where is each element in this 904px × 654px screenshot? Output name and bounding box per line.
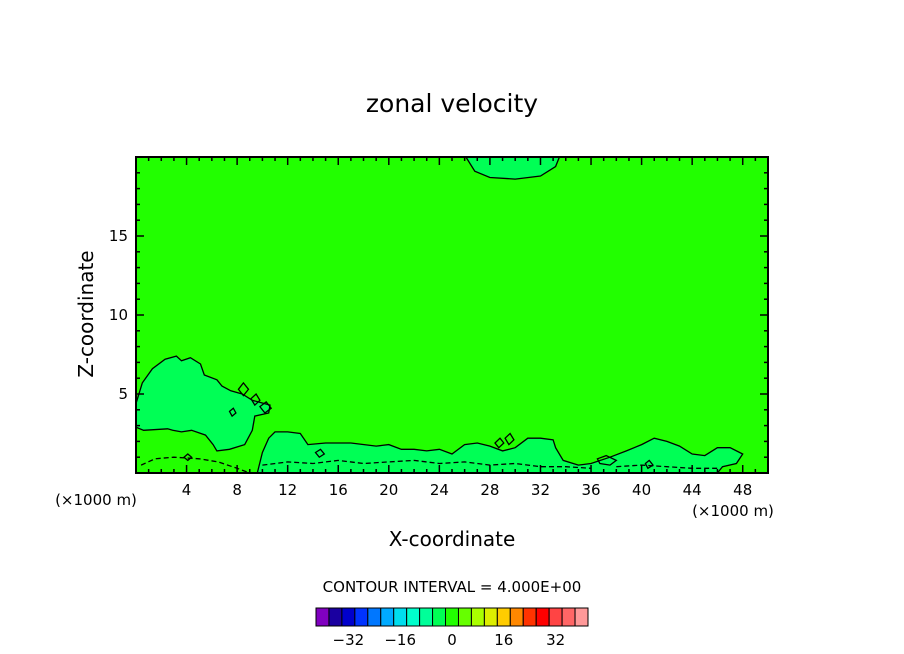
x-tick-label: 8	[232, 481, 242, 499]
contour-line-13	[644, 459, 654, 470]
colorbar-tick-label: −16	[384, 631, 416, 649]
y-axis-label: Z-coordinate	[74, 250, 98, 377]
contour-line-11	[314, 448, 326, 459]
x-tick-label: 44	[683, 481, 702, 499]
x-tick-label: 24	[430, 481, 449, 499]
dashed-contour-line-16	[616, 464, 718, 469]
colorbar-swatch	[457, 607, 472, 627]
colorbar-swatch	[432, 607, 447, 627]
x-unit-right: (×1000 m)	[692, 502, 774, 520]
contour-line-5	[250, 392, 261, 407]
colorbar-swatch	[406, 607, 421, 627]
colorbar-swatch	[561, 607, 576, 627]
colorbar-swatch	[419, 607, 434, 627]
dashed-contour-line-15	[262, 459, 592, 469]
y-tick-label: 10	[109, 306, 128, 324]
colorbar-swatch	[328, 607, 343, 627]
colorbar-swatch	[483, 607, 498, 627]
x-tick-label: 48	[733, 481, 752, 499]
contour-line-6	[258, 401, 273, 414]
x-tick-label: 16	[329, 481, 348, 499]
x-tick-label: 32	[531, 481, 550, 499]
contour-line-4	[237, 381, 250, 397]
colorbar-swatch	[393, 607, 408, 627]
contour-region-2	[136, 356, 270, 451]
colorbar: −32 −16 0 16 32	[315, 607, 589, 649]
colorbar-swatch	[496, 607, 511, 627]
colorbar-swatch	[354, 607, 369, 627]
x-tick-label: 28	[480, 481, 499, 499]
x-axis-label: X-coordinate	[389, 527, 516, 551]
y-tick-label: 5	[118, 385, 128, 403]
x-tick-label: 12	[278, 481, 297, 499]
colorbar-swatch	[380, 607, 395, 627]
contour-line-12	[596, 454, 618, 466]
contour-line-2	[135, 355, 271, 452]
colorbar-tick-label: 32	[546, 631, 565, 649]
colorbar-swatch	[470, 607, 485, 627]
y-tick-label: 15	[109, 227, 128, 245]
contour-line-10	[504, 432, 515, 446]
colorbar-swatch	[548, 607, 563, 627]
colorbar-swatch	[445, 607, 459, 627]
colorbar-swatch	[509, 607, 524, 627]
colorbar-swatch	[574, 607, 589, 627]
x-tick-label: 20	[379, 481, 398, 499]
x-tick-label: 40	[632, 481, 651, 499]
contour-lines	[135, 156, 744, 474]
contour-interval-label: CONTOUR INTERVAL = 4.000E+00	[323, 578, 582, 596]
chart-title: zonal velocity	[366, 89, 538, 118]
colorbar-swatch	[535, 607, 550, 627]
x-tick-label: 36	[581, 481, 600, 499]
colorbar-tick-label: 16	[494, 631, 513, 649]
contour-line-8	[182, 453, 193, 462]
colorbar-swatch	[522, 607, 537, 627]
x-unit-left: (×1000 m)	[55, 491, 137, 509]
contour-line-7	[228, 407, 237, 418]
contour-line-1	[465, 156, 561, 180]
colorbar-tick-label: 0	[447, 631, 457, 649]
x-tick-label: 4	[182, 481, 192, 499]
colorbar-swatch	[367, 607, 382, 627]
colorbar-swatch	[341, 607, 356, 627]
colorbar-swatch	[315, 607, 330, 627]
contour-line-9	[494, 437, 505, 449]
contour-line-3	[256, 431, 744, 474]
colorbar-tick-label: −32	[333, 631, 365, 649]
